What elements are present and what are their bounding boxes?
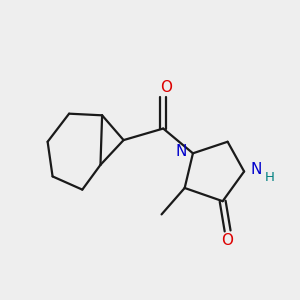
Text: H: H — [265, 171, 275, 184]
Text: N: N — [250, 162, 261, 177]
Text: N: N — [176, 144, 187, 159]
Text: O: O — [222, 232, 234, 247]
Text: O: O — [160, 80, 172, 94]
